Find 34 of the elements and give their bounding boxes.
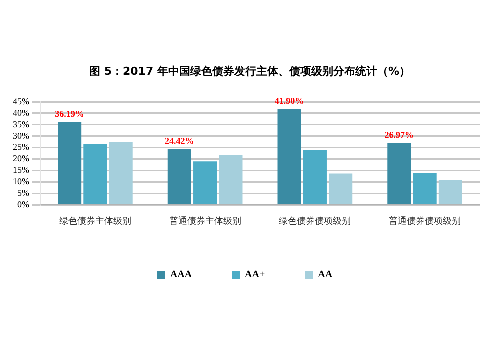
bar <box>388 143 412 204</box>
bar <box>84 144 108 204</box>
legend-label: AA+ <box>245 270 266 281</box>
y-tick-label: 10% <box>12 176 30 187</box>
bar <box>109 142 133 204</box>
y-tick-label: 5% <box>17 188 30 198</box>
bar <box>194 162 218 204</box>
bar <box>413 173 437 204</box>
y-tick-label: 40% <box>12 108 30 118</box>
y-tick-label: 0% <box>17 200 30 210</box>
bar <box>278 109 302 204</box>
x-tick-label: 普通债券主体级别 <box>169 216 242 226</box>
x-tick-label: 普通债券债项级别 <box>389 216 462 226</box>
y-tick-label: 30% <box>12 130 30 141</box>
y-tick-label: 15% <box>12 165 30 176</box>
legend-label: AA <box>318 270 334 281</box>
bar <box>438 180 462 204</box>
data-label: 36.19% <box>55 109 84 120</box>
y-tick-label: 25% <box>12 142 30 152</box>
y-tick-label: 45% <box>12 96 30 106</box>
bar <box>219 155 243 204</box>
chart-title: 图 5：2017 年中国绿色债券发行主体、债项级别分布统计（%） <box>88 64 412 80</box>
x-tick-label: 绿色债券债项级别 <box>279 216 352 226</box>
x-tick-label: 绿色债券主体级别 <box>59 216 132 226</box>
legend-label: AAA <box>170 270 193 281</box>
bar <box>329 174 353 204</box>
data-label: 24.42% <box>165 136 194 146</box>
bar <box>303 150 327 204</box>
bar <box>168 149 192 204</box>
bar <box>58 122 82 204</box>
y-tick-label: 35% <box>12 119 30 130</box>
data-label: 26.97% <box>384 130 414 140</box>
data-label: 41.90% <box>274 96 304 106</box>
y-tick-label: 20% <box>12 154 30 164</box>
